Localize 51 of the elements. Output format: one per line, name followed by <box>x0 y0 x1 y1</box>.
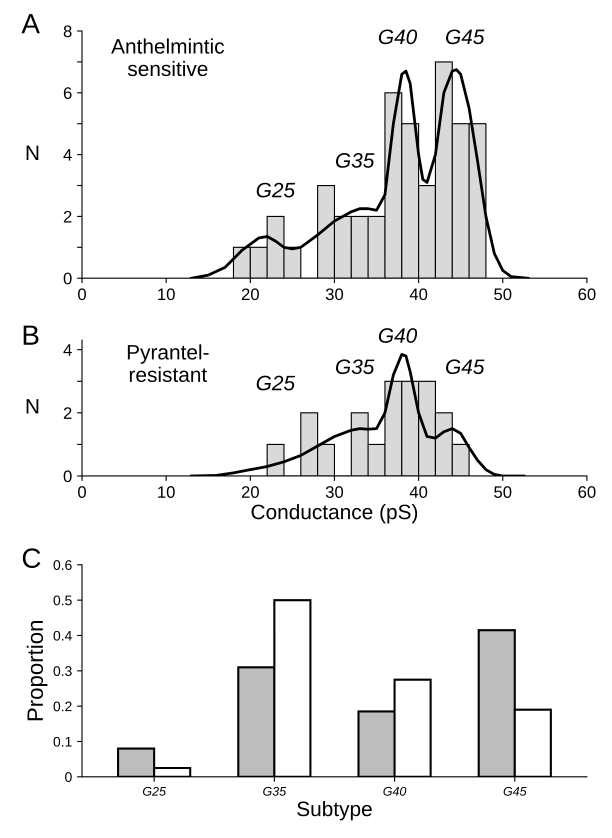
y-tick-label: 0.5 <box>54 595 72 606</box>
y-tick-label: 8 <box>64 25 72 38</box>
x-tick-label: G25 <box>142 786 166 796</box>
y-tick-label: 0.6 <box>54 560 72 570</box>
x-tick-label: 10 <box>158 288 175 300</box>
text: A <box>21 14 40 34</box>
x-tick-label: 60 <box>578 486 596 498</box>
y-tick-label: 2 <box>64 407 72 419</box>
text: C <box>22 548 40 568</box>
y-tick-label: 0.1 <box>54 736 72 747</box>
y-axis-title: N <box>26 399 38 414</box>
y-axis-title: Proportion <box>26 620 48 720</box>
annotation: G40 <box>378 328 418 343</box>
annotation: G45 <box>446 359 484 374</box>
x-tick-label: 30 <box>326 288 344 300</box>
x-tick-label: 50 <box>494 288 512 300</box>
y-axis-title: N <box>26 146 38 160</box>
annotation: G40 <box>378 29 418 44</box>
y-tick-label: 0 <box>65 772 72 782</box>
x-tick-label: 30 <box>326 486 344 498</box>
y-tick-label: 4 <box>63 149 72 161</box>
annotation: G45 <box>446 29 484 44</box>
annotation: G25 <box>256 182 296 198</box>
annotation: G25 <box>256 376 296 390</box>
x-tick-label: 20 <box>242 288 259 300</box>
x-tick-label: 10 <box>158 486 175 498</box>
annotation: G35 <box>336 153 374 168</box>
y-tick-label: 6 <box>64 87 72 100</box>
y-tick-label: 0 <box>64 470 72 482</box>
x-tick-label: 0 <box>78 486 86 498</box>
y-tick-label: 0 <box>64 272 72 284</box>
x-tick-label: G40 <box>383 786 406 796</box>
x-tick-label: G35 <box>263 786 286 796</box>
x-tick-label: 0 <box>78 288 86 300</box>
text: B <box>24 326 38 345</box>
x-axis-title: Conductance (pS) <box>252 504 418 524</box>
x-tick-label: 40 <box>410 486 428 498</box>
y-tick-label: 4 <box>63 344 72 356</box>
text: Pyrantel- resistant <box>128 344 209 382</box>
x-axis-title: Subtype <box>297 800 372 820</box>
x-tick-label: 20 <box>242 486 259 498</box>
x-tick-label: 60 <box>578 288 596 300</box>
x-tick-label: 40 <box>410 288 428 300</box>
x-tick-label: 50 <box>494 486 512 498</box>
x-tick-label: G45 <box>504 786 527 796</box>
y-tick-label: 0.4 <box>54 630 72 641</box>
y-tick-label: 0.3 <box>54 666 72 676</box>
annotation: G35 <box>336 359 374 374</box>
text: Anthelmintic sensitive <box>111 38 224 76</box>
y-tick-label: 0.2 <box>54 701 72 712</box>
y-tick-label: 2 <box>64 210 72 222</box>
